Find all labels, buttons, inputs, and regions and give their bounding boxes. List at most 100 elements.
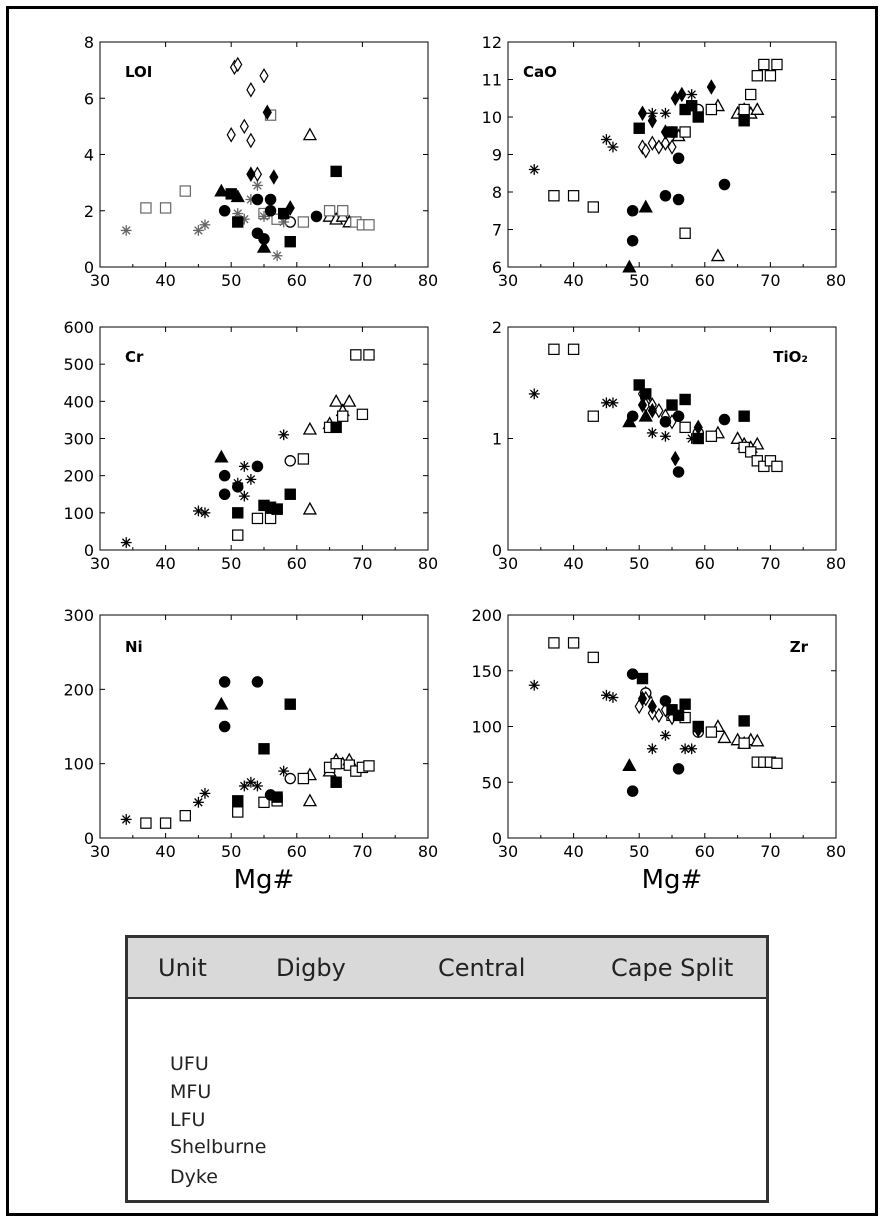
- data-point: [232, 795, 244, 807]
- data-point: [548, 637, 560, 649]
- data-point: [297, 216, 310, 228]
- data-point: [232, 481, 244, 493]
- data-point: [751, 70, 763, 82]
- x-tick-label: 50: [629, 554, 649, 573]
- data-point: [705, 726, 718, 738]
- data-point: [256, 239, 272, 253]
- x-tick-label: 80: [826, 554, 846, 573]
- data-point: [638, 199, 653, 213]
- data-point: [528, 164, 540, 175]
- legend-header-unit: Unit: [158, 954, 207, 982]
- chart-cr: 30 40 50 60 70 80 0 100 200 300 400 500 600 Cr: [63, 318, 438, 573]
- x-tick-label: 80: [418, 271, 438, 290]
- data-point: [660, 430, 671, 442]
- data-point: [677, 86, 687, 103]
- x-tick-label: 50: [221, 554, 241, 573]
- data-point: [330, 776, 342, 788]
- y-tick-label: 200: [63, 680, 94, 699]
- data-point: [659, 695, 672, 707]
- data-point: [245, 473, 257, 485]
- data-point: [607, 692, 619, 703]
- x-tick-label: 40: [563, 842, 583, 861]
- data-point: [297, 453, 310, 465]
- y-tick-label: 0: [492, 541, 502, 560]
- x-tick-label: 30: [498, 271, 518, 290]
- legend-header-digby: Digby: [276, 954, 346, 982]
- data-point: [626, 410, 639, 422]
- y-tick-label: 6: [84, 89, 94, 108]
- data-point: [264, 512, 277, 525]
- data-point: [232, 216, 244, 228]
- y-tick-label: 1: [492, 430, 502, 449]
- y-tick-label: 9: [492, 146, 502, 165]
- legend-table: Unit Digby Central Cape Split UFU MFU LF…: [125, 935, 769, 1203]
- data-point: [647, 112, 657, 129]
- data-point: [218, 720, 231, 733]
- x-tick-label: 40: [155, 554, 175, 573]
- x-tick-label: 50: [629, 842, 649, 861]
- legend-row-ufu: UFU: [170, 1053, 209, 1075]
- data-point: [140, 202, 152, 214]
- data-point: [666, 126, 678, 138]
- data-point: [284, 455, 296, 467]
- data-point: [140, 817, 152, 829]
- data-point: [271, 791, 283, 803]
- y-tick-label: 100: [63, 755, 94, 774]
- data-point: [218, 488, 231, 500]
- panel-title: LOI: [125, 63, 152, 81]
- data-point: [738, 103, 750, 116]
- figure-frame: [6, 6, 878, 1216]
- data-point: [302, 501, 318, 515]
- y-tick-label: 0: [84, 258, 94, 277]
- data-point: [692, 720, 704, 733]
- data-point: [705, 430, 718, 442]
- data-point: [363, 760, 375, 772]
- y-tick-label: 400: [63, 392, 94, 411]
- data-point: [232, 806, 244, 818]
- y-tick-label: 8: [84, 33, 94, 52]
- y-tick-label: 7: [492, 221, 502, 240]
- x-axis-label: Mg#: [234, 865, 295, 895]
- legend-row-dyke: Dyke: [170, 1166, 218, 1188]
- data-point: [330, 165, 342, 178]
- data-point: [626, 785, 639, 797]
- data-point: [226, 127, 236, 143]
- x-tick-label: 60: [695, 271, 715, 290]
- data-point: [330, 757, 342, 770]
- data-point: [271, 250, 283, 262]
- data-point: [199, 219, 211, 231]
- x-tick-label: 40: [155, 842, 175, 861]
- data-point: [686, 743, 698, 755]
- data-point: [363, 349, 375, 361]
- data-point: [193, 225, 204, 236]
- y-tick-label: 0: [84, 829, 94, 848]
- data-point: [738, 115, 750, 127]
- data-point: [646, 427, 658, 439]
- data-point: [672, 193, 685, 206]
- x-tick-label: 70: [352, 271, 372, 290]
- data-point: [278, 765, 290, 777]
- data-point: [641, 142, 651, 159]
- y-tick-label: 11: [482, 71, 502, 90]
- y-tick-label: 4: [84, 146, 94, 165]
- legend-row-lfu: LFU: [170, 1109, 206, 1131]
- x-tick-label: 30: [498, 554, 518, 573]
- x-tick-label: 60: [695, 842, 715, 861]
- data-point: [264, 193, 277, 206]
- x-tick-label: 70: [760, 554, 780, 573]
- data-point: [218, 676, 231, 688]
- data-point: [214, 696, 229, 710]
- data-point: [705, 103, 718, 116]
- x-tick-label: 70: [352, 554, 372, 573]
- data-point: [745, 88, 757, 101]
- x-tick-label: 60: [287, 271, 307, 290]
- y-tick-label: 0: [84, 541, 94, 560]
- data-point: [679, 421, 691, 434]
- data-point: [764, 70, 777, 82]
- data-point: [659, 189, 672, 202]
- y-tick-label: 2: [492, 318, 502, 337]
- data-point: [284, 772, 296, 785]
- y-tick-label: 6: [492, 258, 502, 277]
- data-point: [660, 135, 671, 152]
- data-point: [706, 79, 716, 95]
